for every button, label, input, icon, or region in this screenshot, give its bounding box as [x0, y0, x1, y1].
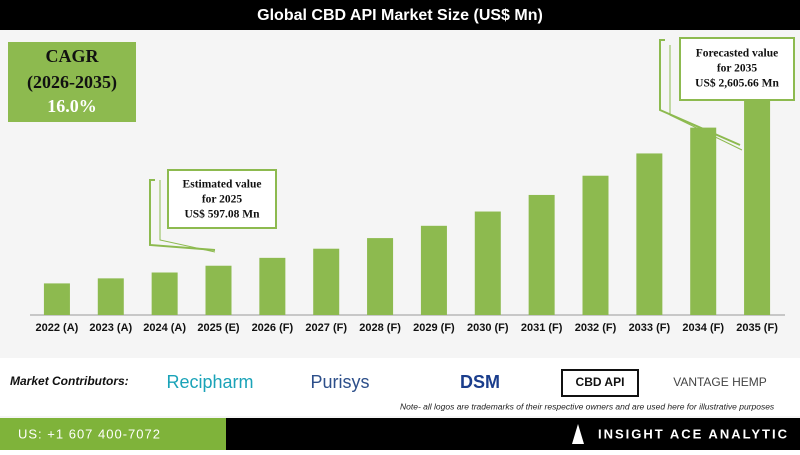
x-tick-label: 2029 (F)	[413, 322, 455, 334]
bar	[205, 265, 232, 315]
annotation-text: for 2035	[717, 63, 758, 75]
x-tick-label: 2024 (A)	[143, 322, 186, 334]
logo: CBD API	[576, 375, 625, 389]
brand-icon	[572, 424, 584, 444]
bar	[313, 248, 340, 315]
logo: Recipharm	[166, 372, 253, 392]
contributors-label: Market Contributors:	[10, 374, 129, 388]
bar	[420, 225, 447, 315]
annotation-text: for 2025	[202, 194, 243, 206]
annotation-text: Forecasted value	[696, 48, 779, 60]
x-tick-label: 2026 (F)	[252, 322, 294, 334]
bar	[259, 257, 286, 315]
bar	[43, 283, 70, 315]
x-tick-label: 2028 (F)	[359, 322, 401, 334]
annotation-text: Estimated value	[183, 179, 262, 191]
x-tick-label: 2023 (A)	[89, 322, 132, 334]
chart-title: Global CBD API Market Size (US$ Mn)	[257, 7, 543, 24]
brand: INSIGHT ACE ANALYTIC	[598, 426, 789, 441]
annotation-pointer	[659, 39, 741, 146]
logos-strip	[0, 358, 800, 416]
x-tick-label: 2025 (E)	[197, 322, 240, 334]
bar	[636, 153, 663, 315]
note: Note- all logos are trademarks of their …	[400, 401, 775, 411]
x-tick-label: 2033 (F)	[629, 322, 671, 334]
cagr-period: (2026-2035)	[27, 72, 117, 93]
x-tick-label: 2032 (F)	[575, 322, 617, 334]
bar	[582, 175, 609, 315]
annotation-pointer	[149, 179, 216, 251]
cagr-title: CAGR	[46, 46, 100, 66]
annotation-pointer	[159, 180, 216, 253]
title-bar	[0, 0, 800, 30]
annotation-text: US$ 2,605.66 Mn	[695, 77, 779, 90]
bar	[367, 238, 394, 315]
x-tick-label: 2030 (F)	[467, 322, 509, 334]
bar	[690, 127, 717, 315]
phone-bar	[0, 418, 226, 450]
bar	[151, 272, 178, 315]
x-tick-label: 2034 (F)	[682, 322, 724, 334]
bar	[528, 194, 555, 315]
logo: DSM	[460, 372, 500, 392]
x-tick-label: 2022 (A)	[36, 322, 79, 334]
annotation-box	[679, 37, 795, 101]
annotation-pointer	[669, 45, 743, 151]
x-tick-label: 2035 (F)	[736, 322, 778, 334]
phone: US: +1 607 400-7072	[18, 426, 161, 441]
annotation-text: US$ 597.08 Mn	[184, 208, 260, 221]
x-tick-label: 2027 (F)	[305, 322, 347, 334]
logo: Purisys	[310, 372, 369, 392]
annotation-box	[167, 169, 277, 229]
cagr-box	[8, 42, 136, 122]
logo-frame	[561, 369, 639, 397]
cagr-value: 16.0%	[47, 96, 97, 116]
brand-bar	[226, 418, 800, 450]
bar	[474, 211, 501, 315]
x-tick-label: 2031 (F)	[521, 322, 563, 334]
bar	[97, 278, 124, 315]
logo: VANTAGE HEMP	[673, 375, 767, 389]
bar	[744, 100, 771, 315]
